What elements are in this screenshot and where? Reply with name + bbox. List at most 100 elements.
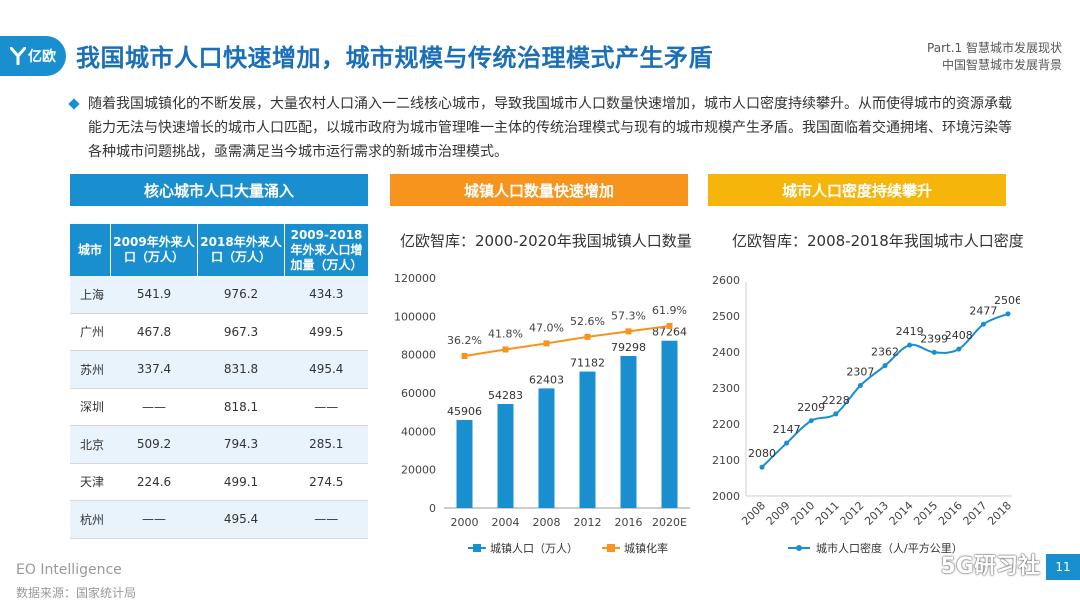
page-number: 11	[1046, 554, 1080, 580]
part-label: Part.1 智慧城市发展现状 中国智慧城市发展背景	[927, 40, 1062, 74]
line-value-label: 36.2%	[447, 334, 482, 347]
table-cell: ——	[284, 388, 368, 426]
line-value-label: 2362	[871, 346, 899, 359]
line-point	[956, 346, 962, 352]
table-cell: 337.4	[110, 350, 198, 389]
y-tick-label: 2400	[712, 346, 740, 359]
bar-value-label: 79298	[611, 341, 646, 354]
line-value-label: 61.9%	[652, 304, 687, 317]
x-tick-label: 2009	[764, 499, 793, 528]
bar	[661, 340, 678, 508]
urban-population-chart: 0 20000 40000 60000 80000 100000 120000 45906 20…	[394, 272, 690, 555]
x-tick-label: 2016	[936, 499, 965, 528]
line-point	[980, 321, 986, 327]
line-value-label: 52.6%	[570, 315, 605, 328]
line-point	[666, 323, 673, 329]
x-tick-label: 2008	[739, 499, 768, 528]
table-cell: ——	[110, 500, 198, 539]
legend-line-swatch	[607, 544, 615, 552]
x-tick-label: 2018	[985, 499, 1014, 528]
bar	[456, 420, 473, 508]
bar	[620, 356, 637, 508]
bullet-diamond-icon	[68, 98, 80, 110]
y-tick-label: 0	[429, 502, 436, 515]
bar-chart-title: 亿欧智库：2000-2020年我国城镇人口数量	[400, 232, 692, 250]
line-point	[502, 346, 509, 353]
part-line-2: 中国智慧城市发展背景	[941, 58, 1062, 72]
line-value-label: 2477	[969, 304, 997, 317]
y-tick-label: 2000	[712, 490, 740, 503]
table-row: 杭州 —— 495.4 ——	[70, 500, 368, 539]
legend-line-label: 城镇化率	[624, 541, 668, 555]
table-row: 天津 224.6 499.1 274.5	[70, 463, 368, 501]
bar-value-label: 54283	[488, 389, 523, 402]
table-cell: ——	[284, 500, 368, 539]
bar	[579, 371, 596, 508]
legend-bar-label: 城镇人口（万人）	[490, 541, 578, 555]
brand-logo: 亿欧	[0, 36, 66, 76]
y-tick-label: 2300	[712, 382, 740, 395]
table-cell: 818.1	[197, 388, 285, 426]
line-point	[1005, 311, 1011, 317]
table-cell-city: 苏州	[70, 350, 111, 389]
line-value-label: 2209	[797, 401, 825, 414]
y-tick-label: 2100	[712, 454, 740, 467]
section-header-yellow: 城市人口密度持续攀升	[708, 174, 1006, 206]
y-tick-label: 2500	[712, 310, 740, 323]
table-cell: ——	[110, 388, 198, 426]
line-value-label: 2147	[773, 423, 801, 436]
x-tick-label: 2015	[911, 499, 940, 528]
table-cell: 499.1	[197, 463, 285, 501]
x-tick-label: 2008	[533, 516, 561, 529]
line-point	[543, 340, 550, 347]
line-value-label: 2228	[822, 394, 850, 407]
table-row: 苏州 337.4 831.8 495.4	[70, 350, 368, 389]
logo-text: 亿欧	[28, 49, 56, 65]
x-tick-label: 2012	[574, 516, 602, 529]
table-cell: 976.2	[197, 276, 285, 314]
x-tick-label: 2000	[451, 516, 479, 529]
table-cell: 509.2	[110, 425, 198, 464]
line-point	[808, 418, 814, 424]
table-cell: 794.3	[197, 425, 285, 464]
line-value-label: 57.3%	[611, 309, 646, 322]
bar-value-label: 45906	[447, 405, 482, 418]
table-cell: 467.8	[110, 313, 198, 351]
migrant-population-table: 城市 2009年外来人口（万人） 2018年外来人口（万人） 2009-2018…	[70, 224, 368, 539]
y-tick-label: 120000	[394, 272, 436, 285]
legend-bar-swatch	[473, 544, 481, 552]
x-tick-label: 2011	[813, 499, 842, 528]
line-value-label: 2419	[896, 325, 924, 338]
bar	[538, 388, 555, 508]
section-header-orange: 城镇人口数量快速增加	[390, 174, 688, 206]
x-tick-label: 2020E	[652, 516, 687, 529]
line-point	[784, 440, 790, 446]
line-value-label: 2408	[945, 329, 973, 342]
table-cell: 434.3	[284, 276, 368, 314]
x-tick-label: 2017	[961, 499, 990, 528]
table-cell-city: 天津	[70, 463, 111, 501]
table-cell: 495.4	[197, 500, 285, 539]
x-tick-label: 2014	[887, 499, 916, 528]
x-tick-label: 2013	[862, 499, 891, 528]
bar	[497, 403, 514, 508]
line-point	[931, 349, 937, 355]
line-point	[461, 353, 468, 359]
table-header-increase: 2009-2018年外来人口增加量（万人）	[284, 224, 368, 276]
x-tick-label: 2010	[788, 499, 817, 528]
line-point	[907, 342, 913, 348]
y-tick-label: 2600	[712, 274, 740, 287]
table-header-2009: 2009年外来人口（万人）	[110, 224, 198, 276]
legend-label: 城市人口密度（人/平方公里）	[816, 541, 963, 555]
table-cell: 541.9	[110, 276, 198, 314]
section-header-blue: 核心城市人口大量涌入	[70, 174, 368, 206]
line-chart-title: 亿欧智库：2008-2018年我国城市人口密度	[732, 232, 1024, 250]
bullet-text: 随着我国城镇化的不断发展，大量农村人口涌入一二线核心城市，导致我国城市人口数量快…	[88, 96, 1012, 160]
line-value-label: 2080	[748, 447, 776, 460]
table-cell-city: 北京	[70, 425, 111, 464]
line-point	[584, 333, 591, 340]
y-tick-label: 80000	[401, 349, 436, 362]
footer-source: 数据来源：国家统计局	[16, 586, 137, 600]
y-tick-label: 2200	[712, 418, 740, 431]
table-row: 深圳 —— 818.1 ——	[70, 388, 368, 426]
